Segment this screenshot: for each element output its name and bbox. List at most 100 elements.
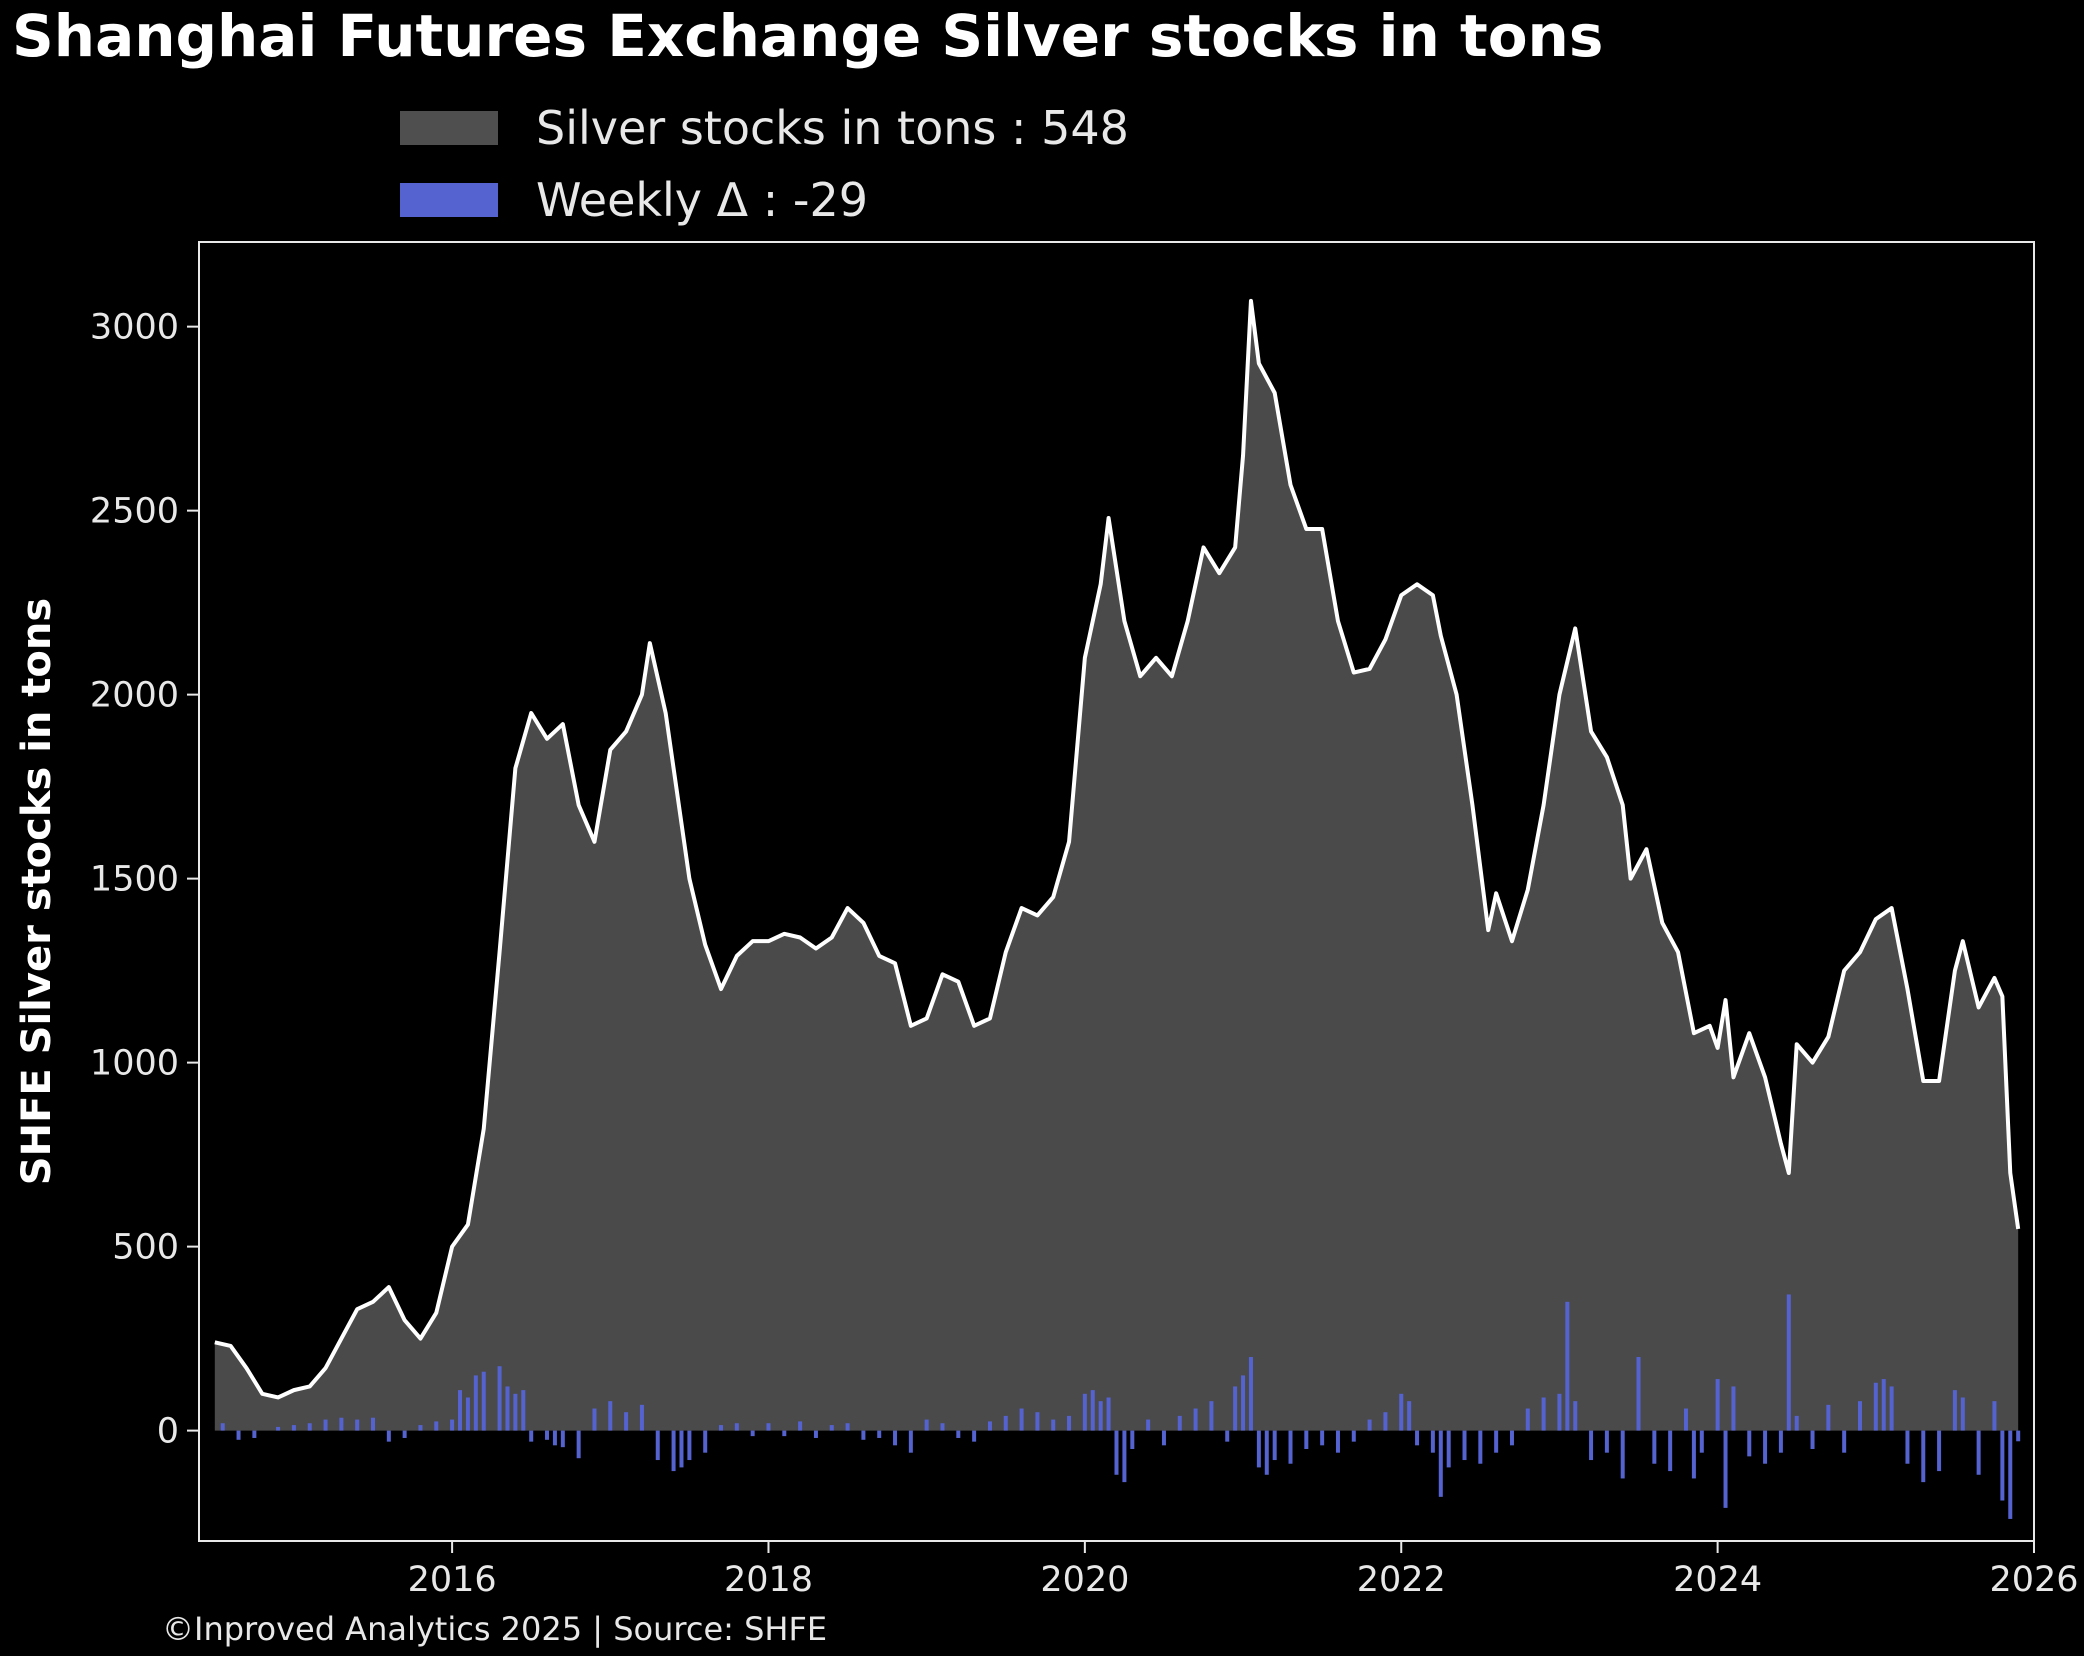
weekly-delta-bar — [1067, 1415, 1072, 1431]
weekly-delta-bar — [473, 1375, 478, 1431]
weekly-delta-bar — [1747, 1430, 1752, 1457]
weekly-delta-bar — [1873, 1382, 1878, 1431]
weekly-delta-bar — [719, 1425, 724, 1431]
weekly-delta-bar — [1383, 1412, 1388, 1431]
plot-frame — [198, 241, 2035, 1542]
weekly-delta-bar — [371, 1417, 376, 1431]
weekly-delta-bar — [608, 1401, 613, 1431]
weekly-delta-bar — [1161, 1430, 1166, 1446]
weekly-delta-bar — [560, 1430, 565, 1448]
weekly-delta-bar — [703, 1430, 708, 1453]
weekly-delta-bar — [1691, 1430, 1696, 1479]
weekly-delta-bar — [2016, 1430, 2021, 1442]
source-footer: ©Inproved Analytics 2025 | Source: SHFE — [162, 1610, 828, 1648]
weekly-delta-bar — [1090, 1390, 1095, 1431]
weekly-delta-bar — [1699, 1430, 1704, 1453]
weekly-delta-bar — [418, 1425, 423, 1431]
weekly-delta-bar — [1193, 1408, 1198, 1431]
weekly-delta-bar — [236, 1430, 241, 1440]
weekly-delta-bar — [1992, 1401, 1997, 1431]
weekly-delta-bar — [1430, 1430, 1435, 1453]
weekly-delta-bar — [545, 1430, 550, 1440]
x-tick-label: 2016 — [408, 1560, 497, 1600]
weekly-delta-bar — [1106, 1397, 1111, 1431]
weekly-delta-bar — [592, 1408, 597, 1431]
weekly-delta-bar — [782, 1430, 787, 1437]
weekly-delta-bar — [671, 1430, 676, 1472]
weekly-delta-bar — [1778, 1430, 1783, 1453]
weekly-delta-bar — [987, 1421, 992, 1431]
x-tick-label: 2022 — [1357, 1560, 1446, 1600]
weekly-delta-bar — [1146, 1419, 1151, 1431]
weekly-delta-bar — [861, 1430, 866, 1440]
y-tick-label: 1500 — [90, 860, 179, 900]
weekly-delta-bar — [1288, 1430, 1293, 1464]
weekly-delta-bar — [1826, 1404, 1831, 1431]
weekly-delta-bar — [1122, 1430, 1127, 1483]
weekly-delta-bar — [1960, 1397, 1965, 1431]
weekly-delta-bar — [1604, 1430, 1609, 1453]
weekly-delta-bar — [1082, 1393, 1087, 1431]
weekly-delta-bar — [1952, 1390, 1957, 1431]
weekly-delta-bar — [1051, 1419, 1056, 1431]
weekly-delta-bar — [1035, 1412, 1040, 1431]
weekly-delta-bar — [505, 1386, 510, 1431]
y-tick-label: 2000 — [90, 676, 179, 716]
weekly-delta-bar — [1335, 1430, 1340, 1453]
weekly-delta-bar — [1905, 1430, 1910, 1464]
weekly-delta-bar — [1320, 1430, 1325, 1446]
weekly-delta-bar — [813, 1430, 818, 1438]
weekly-delta-bar — [1763, 1430, 1768, 1464]
weekly-delta-bar — [1177, 1415, 1182, 1431]
y-tick-label: 3000 — [90, 308, 179, 348]
weekly-delta-bar — [1114, 1430, 1119, 1475]
weekly-delta-bar — [1233, 1386, 1238, 1431]
x-tick-label: 2018 — [724, 1560, 813, 1600]
weekly-delta-bar — [1541, 1397, 1546, 1431]
stocks-area — [214, 300, 2019, 1431]
weekly-delta-bar — [734, 1423, 739, 1431]
weekly-delta-bar — [552, 1430, 557, 1446]
weekly-delta-bar — [624, 1412, 629, 1431]
weekly-delta-bar — [1842, 1430, 1847, 1453]
weekly-delta-bar — [497, 1366, 502, 1431]
legend-label-stocks: Silver stocks in tons : 548 — [536, 101, 1129, 155]
weekly-delta-bar — [355, 1419, 360, 1431]
weekly-delta-bar — [798, 1421, 803, 1431]
weekly-delta-bar — [1731, 1386, 1736, 1431]
weekly-delta-bar — [252, 1430, 257, 1438]
weekly-delta-bar — [1264, 1430, 1269, 1475]
weekly-delta-bar — [220, 1423, 225, 1431]
weekly-delta-bar — [679, 1430, 684, 1468]
weekly-delta-bar — [450, 1419, 455, 1431]
stocks-line — [214, 298, 2021, 1400]
weekly-delta-bar — [1525, 1408, 1530, 1431]
weekly-delta-bar — [1407, 1401, 1412, 1431]
weekly-delta-bar — [1304, 1430, 1309, 1450]
legend-label-weekly-delta: Weekly Δ : -29 — [536, 173, 868, 227]
weekly-delta-bar — [1937, 1430, 1942, 1472]
weekly-delta-bar — [940, 1423, 945, 1431]
weekly-delta-bar — [1351, 1430, 1356, 1442]
legend-item-stocks: Silver stocks in tons : 548 — [400, 92, 1129, 164]
weekly-delta-bar — [1241, 1375, 1246, 1431]
weekly-delta-bar — [1098, 1401, 1103, 1431]
weekly-delta-bar — [1003, 1415, 1008, 1431]
weekly-delta-bar — [339, 1417, 344, 1431]
y-tick-label: 500 — [112, 1228, 179, 1268]
weekly-delta-bar — [845, 1423, 850, 1431]
weekly-delta-bar — [2008, 1430, 2013, 1519]
weekly-delta-bar — [1019, 1408, 1024, 1431]
weekly-delta-bar — [956, 1430, 961, 1438]
weekly-delta-bar — [1573, 1401, 1578, 1431]
weekly-delta-bar — [1248, 1357, 1253, 1431]
weekly-delta-bar — [1462, 1430, 1467, 1461]
weekly-delta-bar — [1225, 1430, 1230, 1442]
weekly-delta-bar — [465, 1397, 470, 1431]
weekly-delta-bar — [529, 1430, 534, 1442]
weekly-delta-bar — [1715, 1379, 1720, 1431]
y-tick-label: 0 — [157, 1412, 179, 1452]
weekly-delta-bar — [323, 1419, 328, 1431]
weekly-delta-bar — [877, 1430, 882, 1438]
weekly-delta-bar — [1723, 1430, 1728, 1508]
